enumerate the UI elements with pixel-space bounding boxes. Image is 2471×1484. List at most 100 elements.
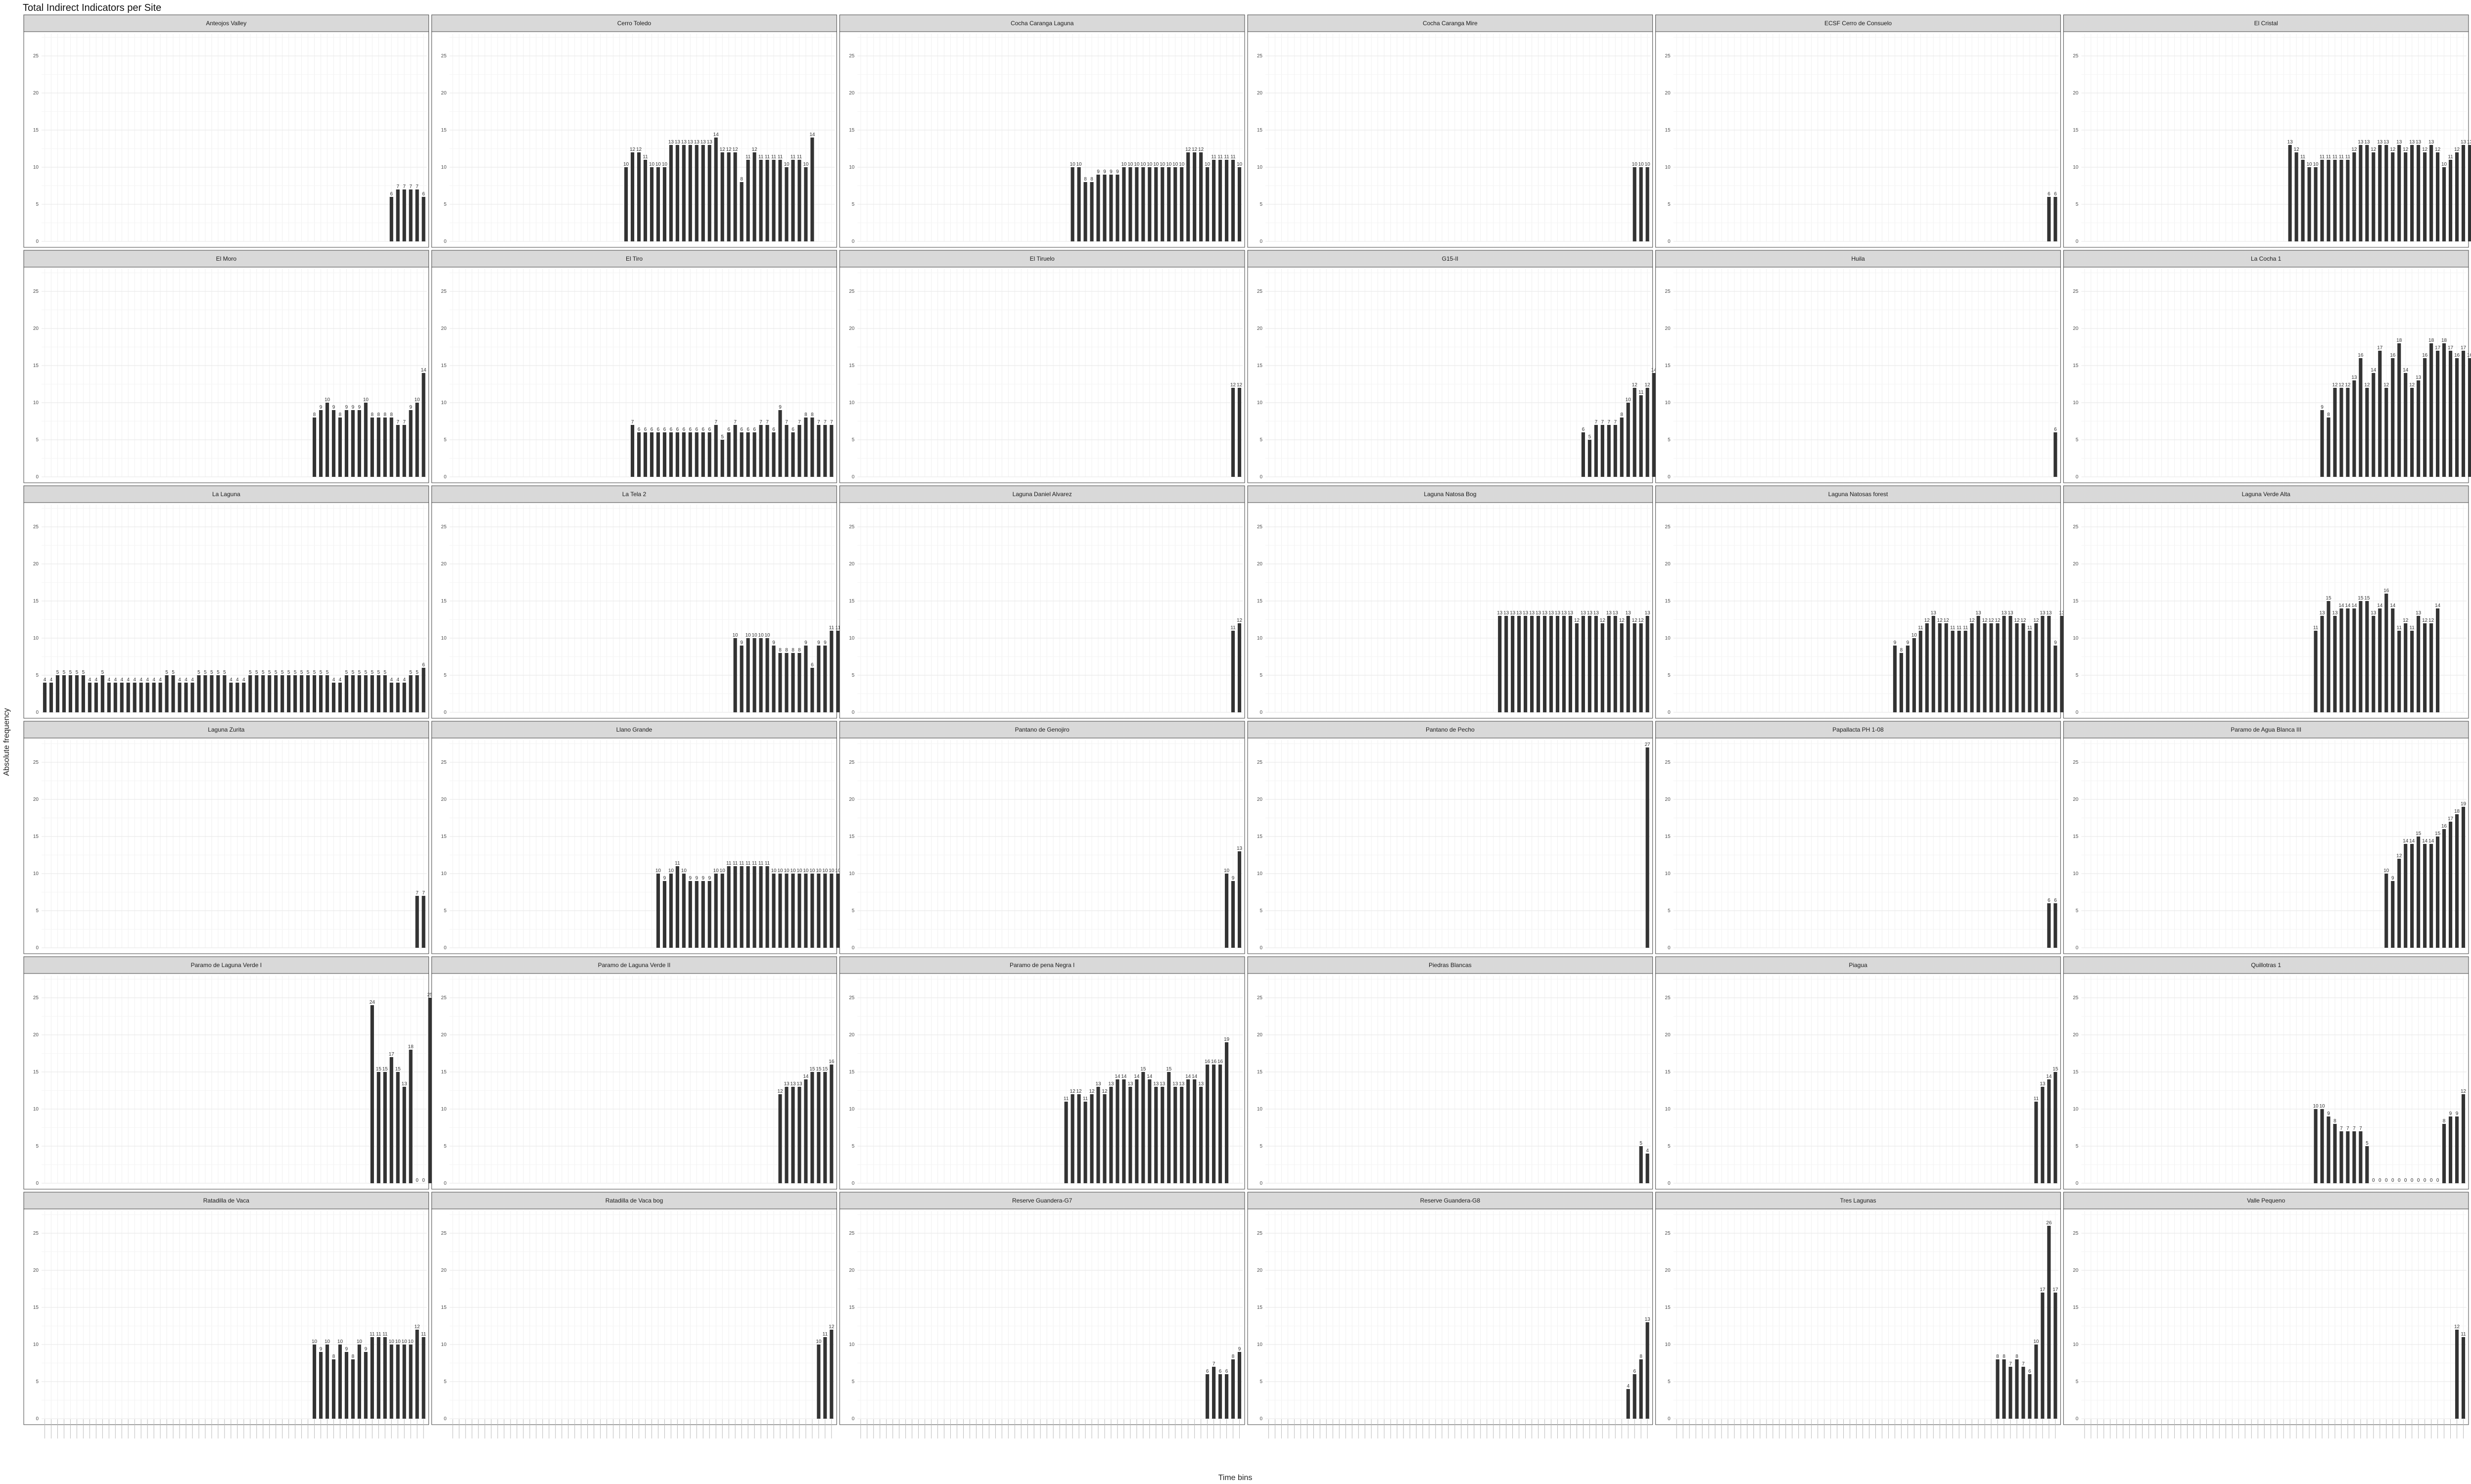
bar — [662, 167, 666, 241]
y-tick-label: 5 — [1668, 908, 1671, 914]
bar-value-label: 0 — [2372, 1178, 2375, 1183]
y-tick-label: 0 — [444, 1416, 447, 1422]
bar — [2041, 616, 2045, 712]
bar — [389, 1345, 393, 1419]
bar — [772, 432, 776, 477]
y-tick-label: 20 — [33, 561, 39, 567]
facet-strip — [1655, 956, 2061, 974]
bar — [1237, 1352, 1242, 1419]
bar-value-label: 16 — [2441, 824, 2447, 829]
facet-panel-border — [1655, 502, 2061, 719]
bar — [701, 881, 705, 948]
bar — [695, 881, 699, 948]
y-tick-label: 0 — [1668, 1416, 1671, 1422]
bar-value-label: 7 — [785, 419, 788, 425]
bar-value-label: 4 — [390, 677, 393, 683]
y-tick-label: 15 — [1665, 363, 1671, 369]
bar — [344, 675, 349, 712]
bar-value-label: 5 — [721, 434, 724, 440]
bar — [2047, 1226, 2051, 1419]
y-tick-label: 0 — [36, 474, 39, 480]
bar — [1639, 395, 1643, 477]
y-tick-label: 25 — [849, 524, 855, 530]
y-tick-label: 20 — [1257, 91, 1263, 96]
bar — [2378, 351, 2382, 477]
bar-value-label: 6 — [792, 427, 794, 432]
bar — [1645, 388, 1649, 477]
bar — [68, 675, 72, 712]
bar — [370, 417, 374, 477]
bar — [1116, 1079, 1119, 1183]
bar-value-label: 12 — [2383, 382, 2389, 388]
y-tick-label: 0 — [36, 1416, 39, 1422]
bar — [300, 675, 304, 712]
y-axis-title: Absolute frequency — [2, 708, 11, 776]
bar-value-label: 13 — [1976, 610, 1982, 616]
bar — [624, 167, 628, 241]
y-tick-label: 10 — [33, 871, 39, 877]
bar — [2307, 167, 2311, 241]
bar — [1090, 182, 1094, 241]
bar-value-label: 14 — [2409, 838, 2415, 844]
bar — [415, 189, 419, 241]
bar — [830, 1065, 834, 1183]
bar — [1173, 1087, 1177, 1183]
y-tick-label: 20 — [1257, 1032, 1263, 1038]
bar-value-label: 8 — [2327, 412, 2330, 417]
bar-value-label: 10 — [649, 162, 655, 167]
bar-value-label: 15 — [822, 1067, 828, 1072]
bar — [682, 432, 686, 477]
bar — [1212, 1065, 1216, 1183]
bar — [2429, 343, 2433, 477]
bar — [351, 410, 355, 477]
bar-value-label: 15 — [2358, 596, 2364, 601]
bar — [120, 683, 124, 712]
facet-strip — [839, 956, 1245, 974]
bar-value-label: 6 — [811, 662, 814, 668]
facet-panel-border — [839, 973, 1245, 1190]
bar-value-label: 12 — [1076, 1089, 1082, 1094]
bar-value-label: 12 — [752, 147, 758, 152]
bar — [2015, 1359, 2019, 1419]
bar — [643, 160, 648, 241]
bar-value-label: 12 — [2409, 382, 2415, 388]
facet-strip — [23, 485, 429, 503]
bar — [409, 189, 413, 241]
bar-value-label: 5 — [365, 670, 368, 675]
y-tick-label: 10 — [849, 636, 855, 641]
bar-value-label: 8 — [811, 412, 814, 417]
bar-value-label: 12 — [2345, 382, 2351, 388]
bar-value-label: 6 — [651, 427, 653, 432]
bar-value-label: 12 — [1574, 618, 1580, 623]
y-tick-label: 0 — [2076, 474, 2079, 480]
bar — [1626, 1389, 1630, 1419]
bar — [740, 182, 744, 241]
bar — [415, 675, 419, 712]
bar-value-label: 12 — [1632, 382, 1638, 388]
bar — [752, 152, 756, 241]
bar — [2346, 608, 2350, 712]
bar — [402, 1087, 406, 1183]
bar-value-label: 12 — [1102, 1089, 1108, 1094]
bar-value-label: 9 — [1238, 1346, 1241, 1352]
bar — [1096, 175, 1100, 241]
bar-value-label: 5 — [217, 670, 220, 675]
y-tick-label: 5 — [2076, 1144, 2079, 1149]
facet-strip-label: El Cristal — [2254, 20, 2278, 27]
bar — [312, 675, 317, 712]
bar-value-label: 5 — [2366, 1141, 2369, 1146]
bar — [714, 874, 718, 948]
bar-value-label: 5 — [255, 670, 258, 675]
bar-value-label: 10 — [816, 1339, 822, 1345]
bar — [1167, 167, 1171, 241]
y-tick-label: 10 — [441, 165, 447, 170]
y-tick-label: 5 — [2076, 673, 2079, 678]
bar-value-label: 14 — [1147, 1074, 1153, 1079]
bar — [421, 197, 425, 241]
bar — [171, 675, 175, 712]
bar — [152, 683, 156, 712]
bar-value-label: 11 — [1083, 1096, 1088, 1102]
bar-value-label: 12 — [777, 1089, 783, 1094]
bar — [1103, 175, 1107, 241]
